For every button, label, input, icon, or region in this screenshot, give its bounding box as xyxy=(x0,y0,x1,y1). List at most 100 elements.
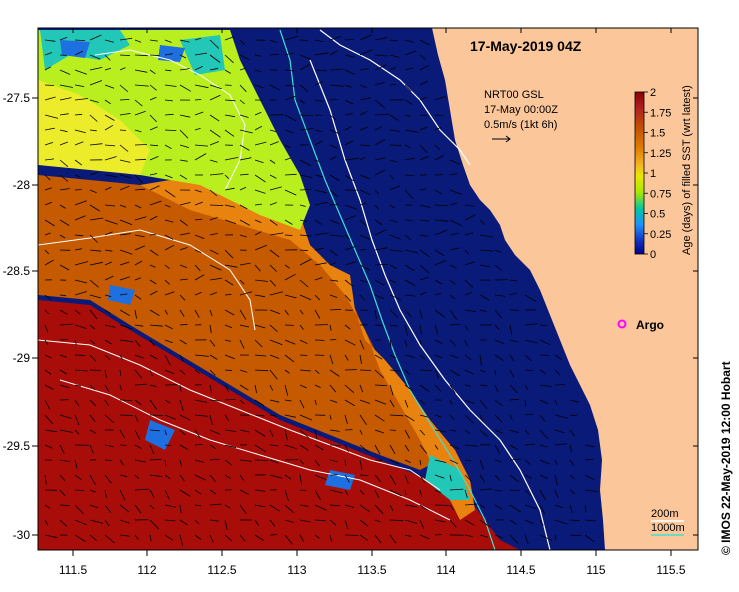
current-vector xyxy=(194,309,200,318)
current-vector xyxy=(224,174,230,179)
current-vector xyxy=(449,309,458,320)
current-vector xyxy=(284,504,295,514)
current-vector xyxy=(464,414,475,424)
current-legend-line3: 0.5m/s (1kt 6h) xyxy=(484,119,557,131)
current-vector xyxy=(254,111,262,116)
current-vector xyxy=(209,67,219,71)
current-vector xyxy=(239,399,245,405)
current-vector xyxy=(179,384,182,392)
current-vector xyxy=(164,291,175,296)
current-vector xyxy=(374,204,380,210)
current-vector xyxy=(299,189,312,191)
current-vector xyxy=(284,144,291,149)
current-vector xyxy=(419,155,429,161)
current-vector xyxy=(359,97,371,101)
current-vector xyxy=(314,129,322,133)
current-vector xyxy=(584,519,597,522)
current-vector xyxy=(74,384,81,387)
current-vector xyxy=(224,444,237,449)
current-vector xyxy=(449,429,457,432)
current-vector xyxy=(314,174,324,178)
current-vector xyxy=(239,459,252,462)
current-vector xyxy=(434,444,439,450)
current-vector xyxy=(254,354,267,357)
current-vector xyxy=(209,233,218,236)
current-vector xyxy=(149,339,155,347)
current-vector xyxy=(74,39,86,41)
current-vector xyxy=(434,219,449,222)
current-vector xyxy=(419,96,427,101)
current-vector xyxy=(149,114,157,123)
current-vector xyxy=(419,504,429,512)
current-vector xyxy=(464,384,471,387)
current-vector xyxy=(164,429,167,436)
current-vector xyxy=(209,277,223,281)
current-vector xyxy=(344,204,357,210)
current-vector xyxy=(149,290,158,296)
current-vector xyxy=(74,84,85,87)
current-vector xyxy=(209,249,219,255)
current-vector xyxy=(389,39,398,42)
current-vector xyxy=(254,429,266,437)
current-vector xyxy=(299,204,306,207)
current-vector xyxy=(524,443,536,446)
current-vector xyxy=(359,519,369,527)
current-vector xyxy=(194,111,204,116)
current-vector xyxy=(359,429,363,435)
current-vector xyxy=(194,504,201,507)
current-vector xyxy=(59,97,72,101)
current-vector xyxy=(149,504,155,510)
current-vector xyxy=(329,36,342,41)
current-vector xyxy=(419,414,429,418)
current-vector xyxy=(314,309,321,319)
current-vector xyxy=(179,323,188,326)
y-tick-label: -29 xyxy=(13,351,31,365)
current-vector xyxy=(449,339,457,347)
current-vector xyxy=(509,354,515,362)
current-vector xyxy=(59,309,68,315)
current-vector xyxy=(299,54,311,60)
current-vector xyxy=(359,126,368,131)
current-vector xyxy=(104,54,111,61)
x-tick-label: 115 xyxy=(586,563,605,577)
current-vector xyxy=(329,262,336,266)
current-vector xyxy=(149,324,163,327)
current-vector xyxy=(179,264,188,268)
current-vector xyxy=(179,339,187,345)
current-vector xyxy=(329,50,338,56)
current-vector xyxy=(209,339,216,347)
current-vector xyxy=(194,354,209,357)
current-vector xyxy=(569,459,575,467)
current-vector xyxy=(524,399,527,407)
current-vector xyxy=(164,129,177,131)
colorbar-tick-label: 0.5 xyxy=(650,209,665,221)
current-vector xyxy=(344,519,349,530)
colorbar-label: Age (days) of filled SST (wrt latest) xyxy=(681,85,693,255)
current-vector xyxy=(149,54,160,57)
current-vector xyxy=(179,399,184,411)
current-vector xyxy=(554,414,568,419)
current-vector xyxy=(239,99,245,105)
current-vector xyxy=(509,369,515,378)
current-vector xyxy=(119,99,130,101)
current-vector xyxy=(254,444,266,453)
current-vector xyxy=(404,504,418,508)
current-vector xyxy=(224,519,228,530)
current-vector xyxy=(74,519,87,526)
current-vector xyxy=(254,174,266,183)
colorbar-tick-label: 0.75 xyxy=(650,188,671,200)
current-vector xyxy=(494,384,499,393)
current-vector xyxy=(44,219,55,227)
current-vector xyxy=(284,444,297,450)
current-vector xyxy=(284,273,296,281)
x-tick-label: 112.5 xyxy=(207,563,236,577)
current-vector xyxy=(104,414,115,424)
current-vector xyxy=(389,144,402,146)
current-vector xyxy=(119,384,122,391)
colorbar-tick-label: 1.5 xyxy=(650,128,665,140)
current-vector xyxy=(134,110,146,116)
current-vector xyxy=(104,144,116,147)
current-vector xyxy=(254,84,264,89)
current-vector xyxy=(179,54,187,59)
current-vector xyxy=(74,291,87,296)
